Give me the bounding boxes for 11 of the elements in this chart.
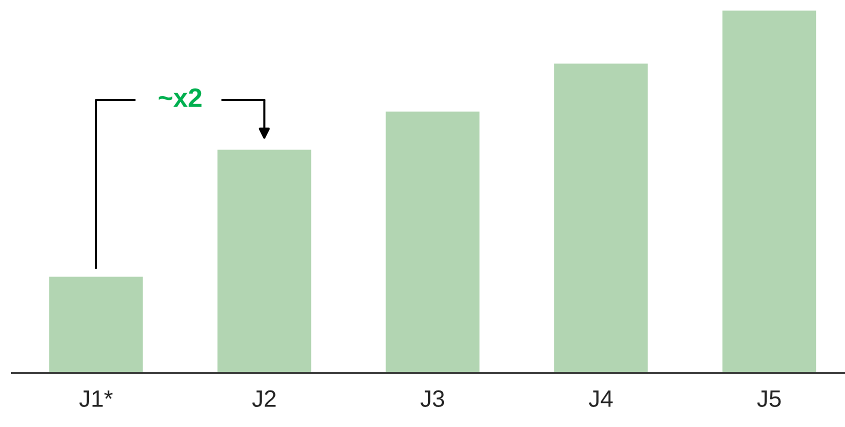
annotation: ~x2 (158, 88, 202, 107)
bar (48, 275, 144, 373)
bar (384, 110, 481, 373)
x-tick-label: J4 (588, 390, 613, 408)
x-tick-label: J1* (79, 390, 113, 408)
x-tick-label: J2 (252, 390, 276, 408)
bar (721, 9, 818, 373)
x-tick-label: J3 (420, 390, 444, 408)
bar (216, 148, 313, 373)
x-tick-label: J5 (757, 390, 781, 408)
bar (552, 62, 650, 373)
